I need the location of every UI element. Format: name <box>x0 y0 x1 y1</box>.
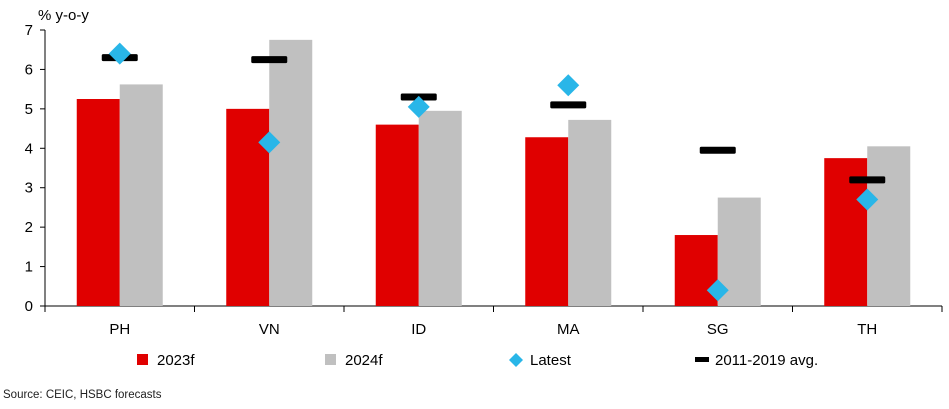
x-tick-label: VN <box>259 321 280 338</box>
y-tick-label: 3 <box>25 180 33 197</box>
latest-marker-MA <box>557 74 580 97</box>
x-tick-label: TH <box>857 321 877 338</box>
y-axis-label: % y-o-y <box>38 7 89 24</box>
bar-2024f-VN <box>269 39 313 306</box>
legend-label-2024f: 2024f <box>345 352 383 369</box>
markers <box>101 42 886 302</box>
x-tick-label: SG <box>707 321 729 338</box>
avg-marker-VN <box>251 56 288 64</box>
bars <box>76 39 911 306</box>
legend-label-2011-2019 avg.: 2011-2019 avg. <box>715 352 818 369</box>
y-tick-label: 1 <box>25 259 33 276</box>
x-axis: PH VN ID MA SG TH <box>44 305 943 338</box>
bar-2024f-TH <box>867 146 911 306</box>
bar-2023f-MA <box>525 137 569 306</box>
latest-marker-PH <box>108 42 131 65</box>
legend-swatch-Latest <box>509 353 523 367</box>
y-tick-label: 5 <box>25 101 33 118</box>
latest-marker-ID <box>407 95 430 118</box>
legend-swatch-2023f <box>137 354 148 365</box>
legend-swatch-2024f <box>325 354 336 365</box>
y-tick-label: 4 <box>25 140 33 157</box>
latest-marker-SG <box>706 279 729 302</box>
y-axis: 0 1 2 3 4 5 6 7 <box>25 22 46 315</box>
x-tick-label: ID <box>411 321 426 338</box>
y-tick-label: 0 <box>25 298 33 315</box>
legend-label-Latest: Latest <box>530 352 572 369</box>
bar-2024f-MA <box>568 119 612 306</box>
latest-marker-TH <box>856 188 879 211</box>
latest-marker-VN <box>258 131 281 154</box>
source-note: Source: CEIC, HSBC forecasts <box>3 389 162 401</box>
bar-2024f-PH <box>119 84 163 306</box>
bar-2024f-ID <box>418 110 462 306</box>
legend: 2023f 2024f Latest 2011-2019 avg. <box>137 352 818 369</box>
y-tick-label: 7 <box>25 22 33 39</box>
y-tick-label: 2 <box>25 219 33 236</box>
y-tick-label: 6 <box>25 61 33 78</box>
avg-marker-SG <box>699 146 736 154</box>
x-tick-label: PH <box>109 321 130 338</box>
bar-2023f-ID <box>375 124 419 306</box>
legend-swatch-2011-2019 avg. <box>695 357 709 362</box>
avg-marker-TH <box>849 176 886 184</box>
bar-2023f-PH <box>76 99 120 306</box>
bar-2023f-SG <box>674 235 718 306</box>
avg-marker-MA <box>550 101 587 109</box>
x-tick-label: MA <box>557 321 580 338</box>
legend-label-2023f: 2023f <box>157 352 195 369</box>
